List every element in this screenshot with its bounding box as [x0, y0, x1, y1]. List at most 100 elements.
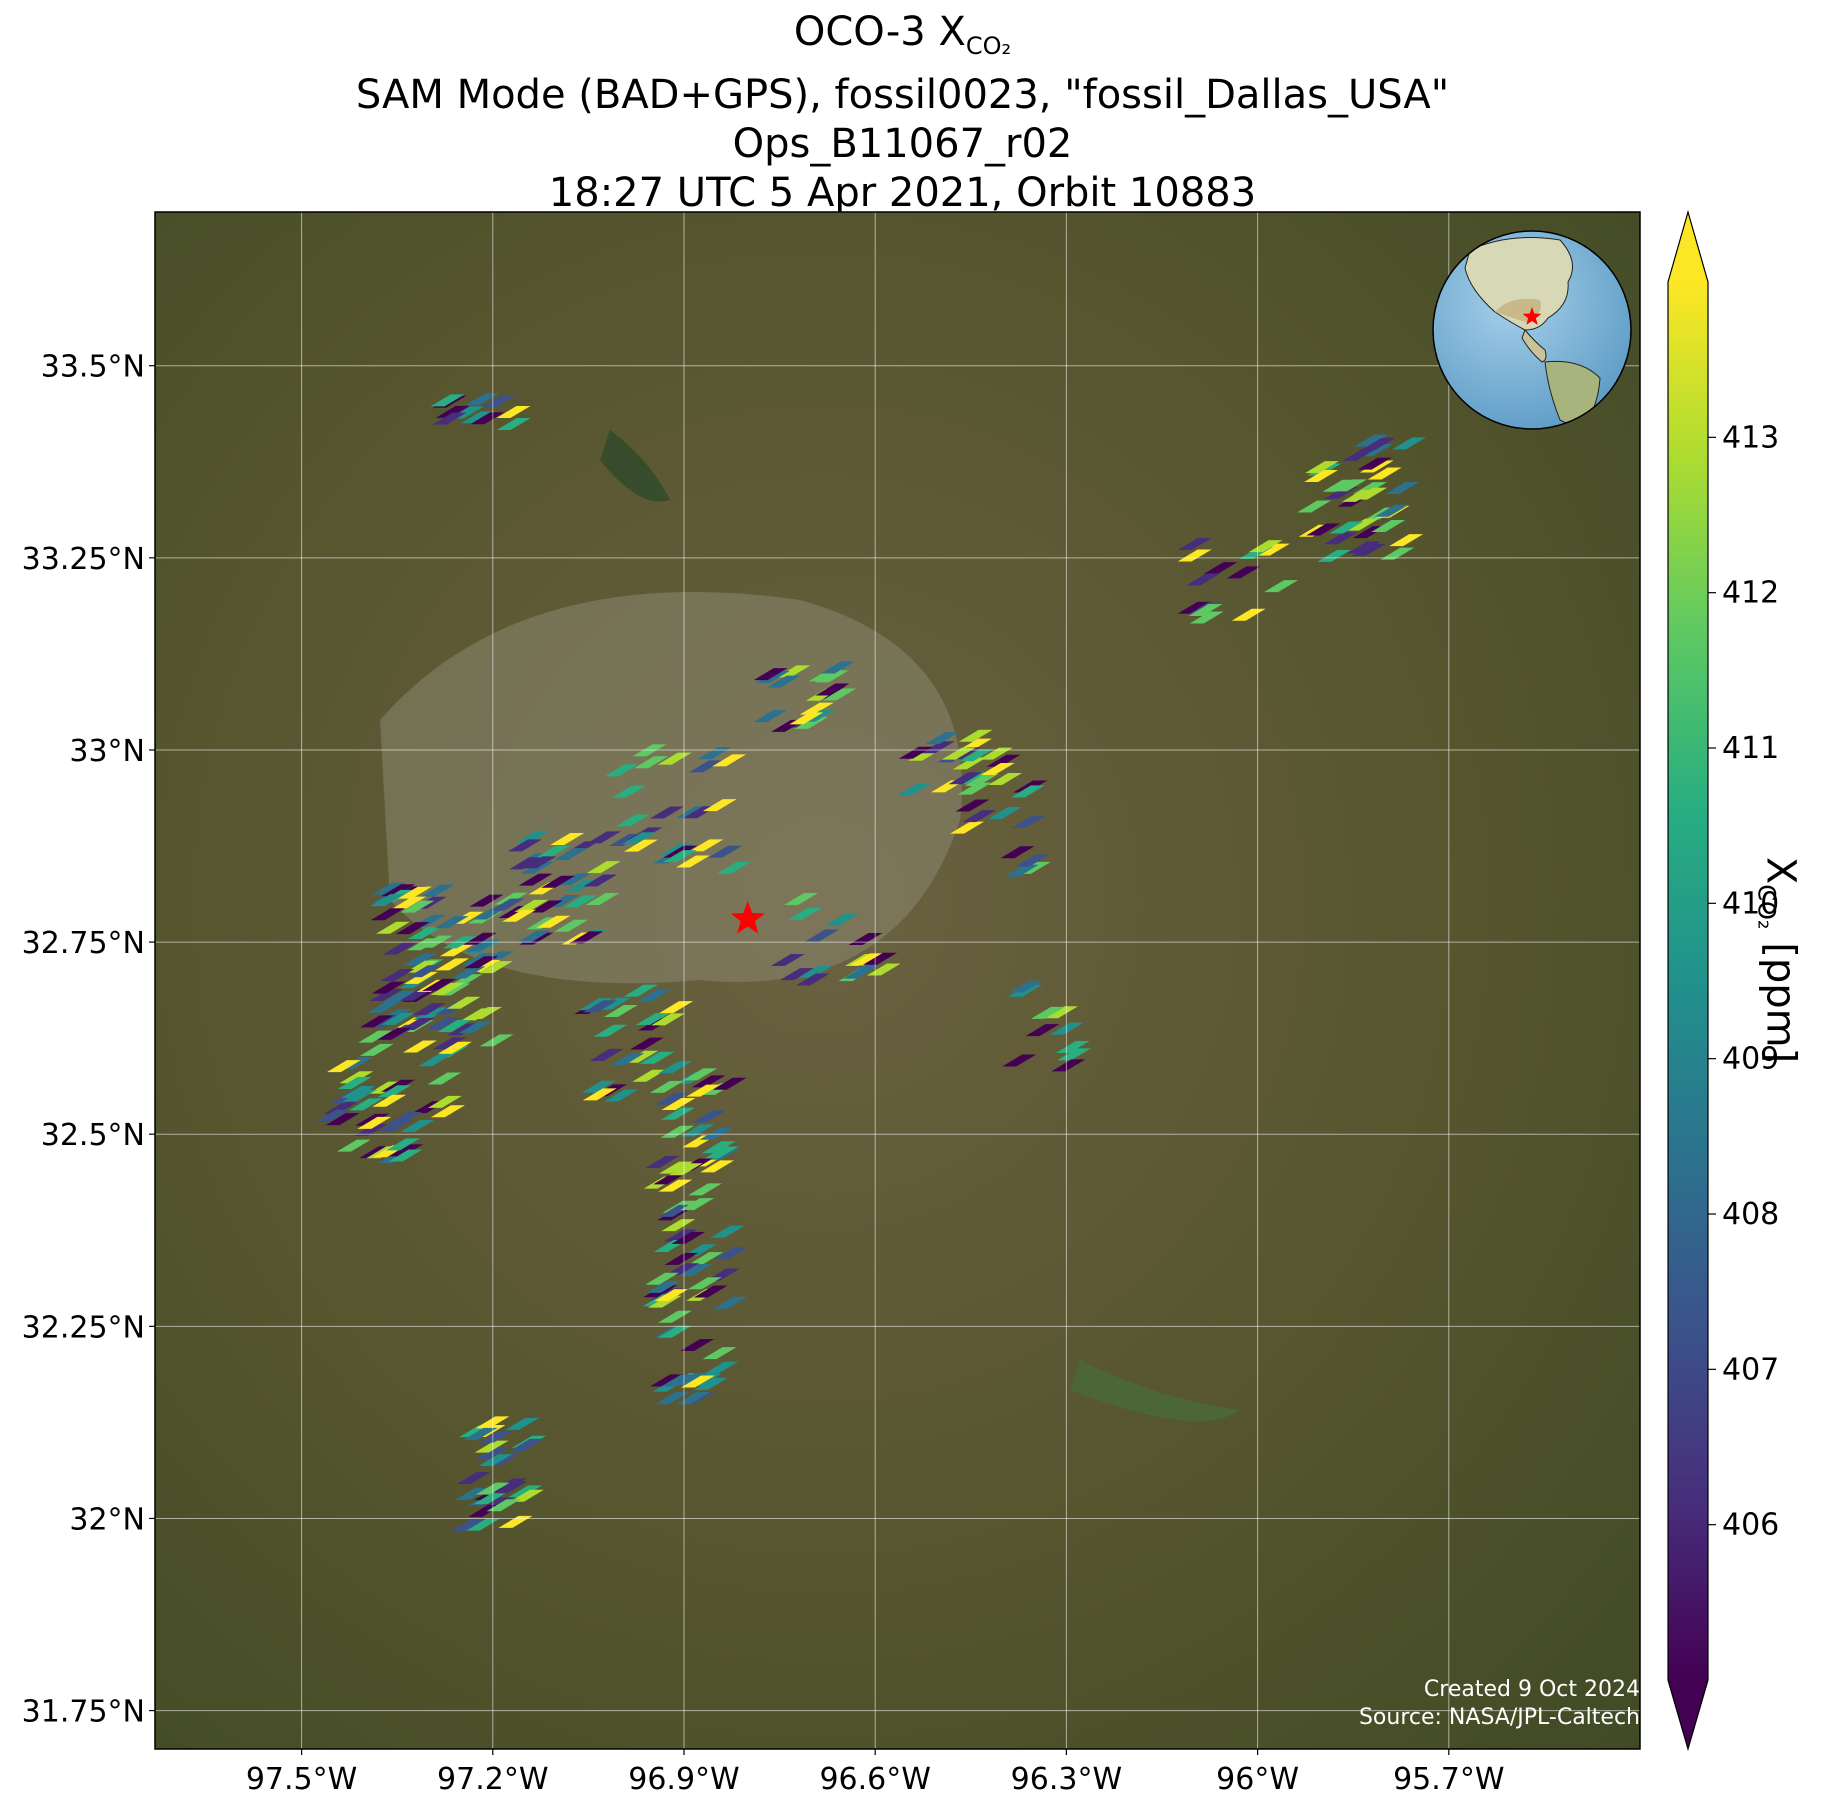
xco2-footprint — [370, 908, 405, 921]
xco2-footprint — [688, 1183, 723, 1196]
xco2-footprint — [1177, 537, 1212, 550]
xco2-footprint — [518, 873, 553, 886]
xco2-footprint — [432, 1037, 467, 1050]
xco2-footprint — [1051, 1059, 1086, 1072]
xco2-footprint — [1186, 573, 1221, 586]
xco2-footprint — [420, 884, 455, 897]
xco2-footprint — [348, 1098, 383, 1111]
xco2-footprint — [799, 702, 834, 715]
xco2-footprint — [400, 1119, 435, 1132]
xco2-footprint — [674, 1372, 709, 1385]
xco2-footprint — [986, 754, 1021, 767]
xco2-footprint — [822, 688, 857, 701]
xco2-footprint — [377, 1085, 412, 1098]
xco2-footprint — [407, 927, 442, 940]
xco2-footprint — [770, 953, 805, 966]
xco2-footprint — [389, 1144, 424, 1157]
map-frame — [154, 211, 1641, 1750]
xco2-footprint — [678, 1263, 713, 1276]
star-icon — [1522, 307, 1542, 325]
xco2-footprint — [753, 710, 788, 723]
xco2-footprint — [470, 412, 505, 425]
lake — [1070, 1360, 1240, 1422]
xco2-footprint — [657, 1325, 692, 1338]
xco2-footprint — [569, 931, 604, 944]
xco2-footprint — [427, 1095, 462, 1108]
xco2-footprint — [1203, 562, 1238, 575]
xco2-footprint — [371, 981, 406, 994]
xco2-footprint — [1389, 534, 1424, 547]
figure-title: OCO-3 XCO₂ SAM Mode (BAD+GPS), fossil002… — [0, 8, 1805, 218]
xco2-footprint — [615, 814, 650, 827]
xco2-footprint — [779, 968, 814, 981]
title-line-3: Ops_B11067_r02 — [732, 121, 1073, 167]
xco2-footprint — [583, 1000, 618, 1013]
xco2-footprint — [490, 898, 525, 911]
xco2-footprint — [1385, 482, 1420, 495]
lon-tick-label: 95.7°W — [1393, 1762, 1504, 1796]
xco2-footprint — [583, 874, 618, 887]
xco2-footprint — [1188, 604, 1223, 617]
lat-tick-label: 32.75°N — [22, 926, 145, 961]
xco2-footprint — [376, 921, 411, 934]
xco2-footprint — [1304, 470, 1339, 483]
xco2-footprint — [402, 953, 437, 966]
xco2-footprint — [1371, 520, 1406, 533]
xco2-footprint — [634, 756, 669, 769]
xco2-footprint — [536, 915, 571, 928]
xco2-footprint — [418, 1054, 453, 1067]
xco2-footprint — [704, 1361, 739, 1374]
xco2-footprint — [1345, 518, 1380, 531]
colorbar-tick-label: 410 — [1722, 886, 1779, 921]
xco2-footprint — [783, 892, 818, 905]
xco2-footprint — [554, 919, 589, 932]
xco2-footprint — [959, 749, 994, 762]
xco2-footprint — [437, 1019, 472, 1032]
xco2-footprint — [478, 961, 513, 974]
xco2-footprint — [395, 922, 430, 935]
xco2-footprint — [713, 1296, 748, 1309]
xco2-footprint — [955, 799, 990, 812]
xco2-footprint — [392, 896, 427, 909]
xco2-footprint — [815, 683, 850, 696]
colorbar-ticks: 406 407 408 409 410 411 412 413 — [1708, 420, 1779, 1543]
xco2-footprint — [1380, 547, 1415, 560]
colorbar-label: XCO₂ [ppm] — [1752, 856, 1804, 1064]
xco2-footprint — [380, 969, 415, 982]
xco2-footprint — [680, 1124, 715, 1137]
xco2-footprint — [689, 1252, 724, 1265]
xco2-footprint — [415, 1007, 450, 1020]
colorbar-tick-label: 412 — [1722, 576, 1779, 611]
xco2-footprint — [402, 1040, 437, 1053]
xco2-footprint — [1226, 566, 1261, 579]
xco2-footprint — [649, 1080, 684, 1093]
xco2-footprint — [680, 1339, 715, 1352]
xco2-footprint — [510, 1438, 545, 1451]
xco2-footprint — [957, 738, 992, 751]
xco2-footprint — [451, 966, 486, 979]
xco2-footprint — [712, 1077, 747, 1090]
xco2-footprint — [585, 892, 620, 905]
xco2-footprint — [863, 952, 898, 965]
star-icon — [730, 901, 765, 934]
xco2-footprint — [635, 1013, 670, 1026]
colorbar-tick-label: 407 — [1722, 1352, 1779, 1387]
xco2-footprint — [432, 412, 467, 425]
xco2-footprint — [1004, 864, 1039, 877]
xco2-footprint — [623, 984, 658, 997]
xco2-footprint — [788, 907, 823, 920]
xco2-footprint — [714, 1247, 749, 1260]
xco2-footprint — [701, 1141, 736, 1154]
xco2-footprint — [610, 1053, 645, 1066]
source-credit: Source: NASA/JPL-Caltech — [1358, 1705, 1640, 1730]
xco2-footprint — [621, 832, 656, 845]
xco2-footprint — [1177, 601, 1212, 614]
colorbar-tick-label: 413 — [1722, 420, 1779, 455]
xco2-footprint — [660, 1125, 695, 1138]
xco2-footprint — [629, 1037, 664, 1050]
xco2-footprint — [397, 886, 432, 899]
xco2-footprint — [632, 1069, 667, 1082]
xco2-footprint — [716, 862, 751, 875]
gridlines — [155, 212, 1640, 1749]
xco2-footprint — [509, 857, 544, 870]
